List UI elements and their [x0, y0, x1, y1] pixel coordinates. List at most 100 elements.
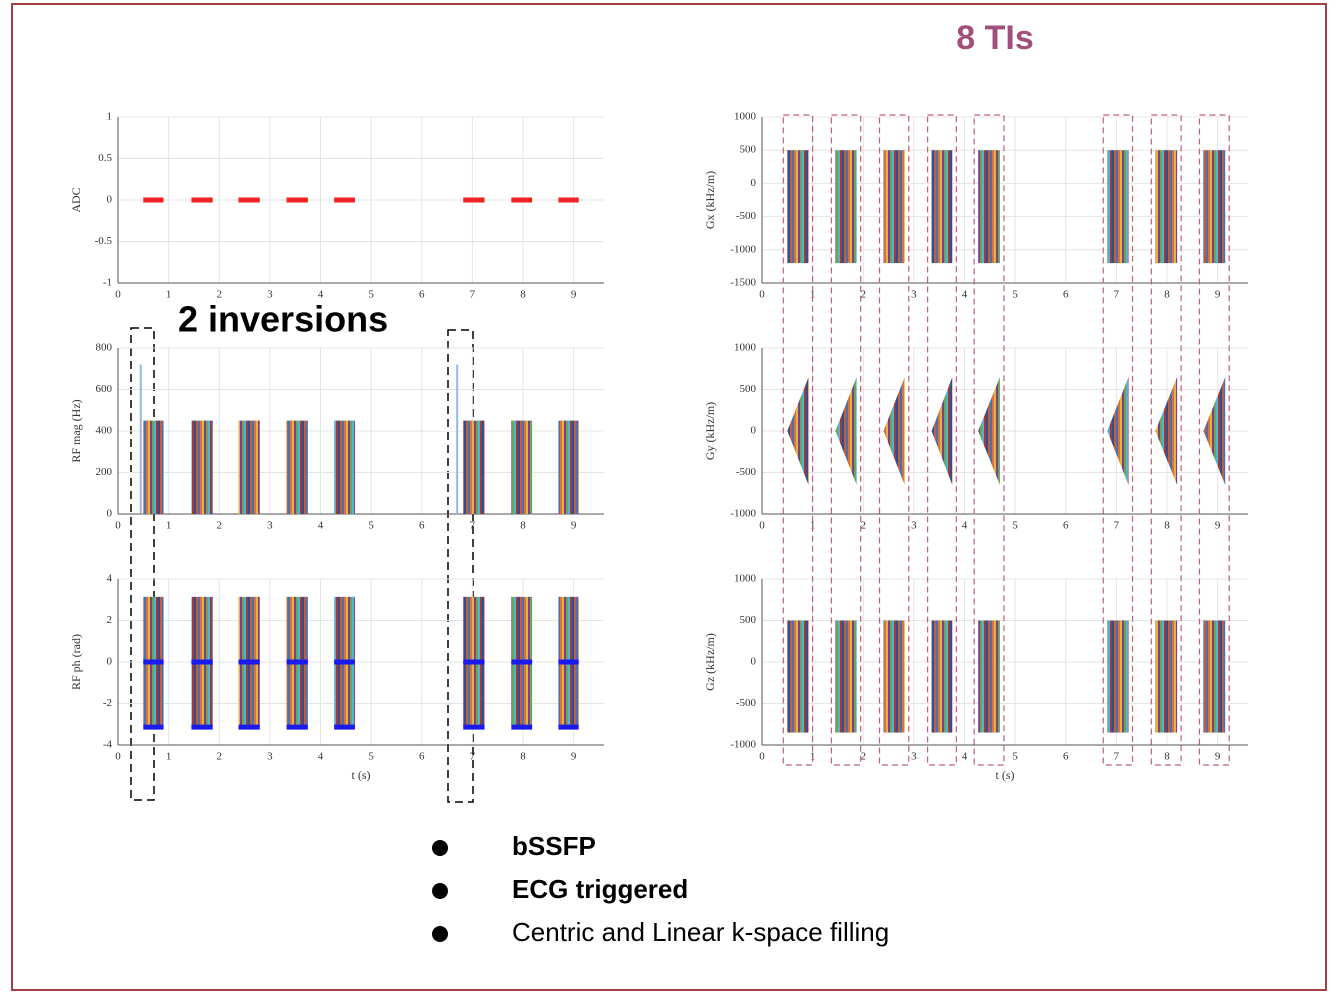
pulse-block [787, 150, 809, 264]
x-tick-label: 7 [470, 520, 476, 532]
x-tick-label: 4 [318, 751, 324, 763]
y-axis-label: RF ph (rad) [69, 634, 83, 690]
y-tick-label: 800 [96, 342, 113, 354]
x-tick-label: 5 [1012, 289, 1018, 301]
y-tick-label: 500 [740, 144, 757, 156]
ti-box [1102, 114, 1134, 766]
y-tick-label: -1 [103, 277, 112, 289]
x-tick-label: 8 [520, 289, 526, 301]
x-tick-label: 5 [368, 520, 374, 532]
slide-border [11, 3, 1327, 991]
ti-box [878, 114, 910, 766]
y-tick-label: -500 [736, 466, 757, 478]
y-tick-label: 600 [96, 383, 113, 395]
subplot: 0 1 2 3 4 5 6 7 8 9 0 200 400 600 800 RF mag (Hz) [69, 342, 604, 532]
pulse-block [1203, 150, 1226, 264]
x-tick-label: 9 [571, 289, 577, 301]
y-axis-label: RF mag (Hz) [69, 399, 83, 462]
phase-encode [835, 377, 857, 485]
x-tick-label: 3 [267, 751, 273, 763]
pulse-block [191, 420, 213, 514]
x-tick-label: 4 [318, 289, 324, 301]
y-tick-label: -500 [736, 697, 757, 709]
x-tick-label: 6 [1063, 751, 1069, 763]
x-tick-label: 0 [115, 520, 121, 532]
x-tick-label: 3 [911, 289, 917, 301]
ti-box [830, 114, 862, 766]
x-tick-label: 0 [759, 751, 765, 763]
inversion-box [130, 327, 155, 801]
pulse-block [286, 420, 308, 514]
x-tick-label: 8 [520, 520, 526, 532]
x-tick-label: 2 [217, 520, 223, 532]
x-tick-label: 4 [318, 520, 324, 532]
y-tick-label: 200 [96, 466, 113, 478]
annotation: 2 inversions [178, 299, 388, 340]
x-tick-label: 4 [962, 751, 968, 763]
x-tick-label: 9 [1215, 751, 1221, 763]
pulse-block [1107, 150, 1129, 264]
x-tick-label: 3 [911, 751, 917, 763]
x-tick-label: 5 [1012, 520, 1018, 532]
pulse-block [835, 150, 857, 264]
bullet-list: bSSFP ECG triggered Centric and Linear k… [432, 831, 889, 947]
x-tick-label: 9 [571, 751, 577, 763]
y-axis-label: Gz (kHz/m) [703, 633, 717, 691]
y-tick-label: -1000 [730, 739, 756, 751]
x-tick-label: 2 [861, 520, 867, 532]
x-axis-label: t (s) [352, 768, 371, 782]
pulse-block [558, 420, 579, 514]
pulse-block [463, 420, 485, 514]
x-tick-label: 0 [759, 520, 765, 532]
pulse-block [787, 620, 809, 733]
x-tick-label: 6 [1063, 520, 1069, 532]
y-tick-label: 2 [107, 614, 113, 626]
y-tick-label: 0 [107, 656, 113, 668]
x-tick-label: 2 [861, 751, 867, 763]
pulse-block [978, 620, 1000, 733]
x-tick-label: 6 [1063, 289, 1069, 301]
x-tick-label: 7 [1114, 520, 1120, 532]
bullet-text: Centric and Linear k-space filling [512, 917, 889, 947]
ti-box [1150, 114, 1182, 766]
pulse-block [978, 150, 1000, 264]
x-tick-label: 5 [368, 289, 374, 301]
phase-encode [1107, 377, 1129, 485]
y-axis-label: Gy (kHz/m) [703, 402, 717, 460]
inversion-box [447, 329, 474, 803]
y-tick-label: 1000 [734, 342, 757, 354]
pulse-block [931, 150, 953, 264]
pulse-block [238, 420, 260, 514]
bullet-text: bSSFP [512, 831, 596, 861]
bullet-text: ECG triggered [512, 874, 688, 904]
subplot: 0 1 2 3 4 5 6 7 8 9 -4 -2 0 2 4 RF ph (rad) t (s) [69, 573, 604, 782]
y-tick-label: 0.5 [98, 152, 112, 164]
x-tick-label: 6 [419, 751, 425, 763]
pulse-block [334, 420, 355, 514]
y-tick-label: -1000 [730, 508, 756, 520]
y-tick-label: 0 [107, 194, 113, 206]
pulse-block [883, 150, 905, 264]
title: 8 TIs [956, 19, 1033, 57]
phase-encode [883, 377, 905, 485]
phase-encode [978, 377, 1000, 485]
x-tick-label: 1 [166, 289, 172, 301]
pulse-block [143, 420, 164, 514]
x-tick-label: 1 [166, 751, 172, 763]
bullet [432, 840, 448, 856]
bullet [432, 926, 448, 942]
y-tick-label: -0.5 [95, 235, 113, 247]
x-tick-label: 5 [1012, 751, 1018, 763]
y-tick-label: -4 [103, 739, 113, 751]
x-tick-label: 2 [861, 289, 867, 301]
y-tick-label: 0 [751, 177, 757, 189]
y-tick-label: -2 [103, 697, 112, 709]
ti-box [926, 114, 957, 766]
x-tick-label: 8 [1164, 751, 1170, 763]
x-tick-label: 3 [911, 520, 917, 532]
subplot: 0 1 2 3 4 5 6 7 8 9 -1 -0.5 0 0.5 1 ADC [69, 111, 604, 301]
x-tick-label: 3 [267, 289, 273, 301]
ti-box [1198, 114, 1230, 766]
